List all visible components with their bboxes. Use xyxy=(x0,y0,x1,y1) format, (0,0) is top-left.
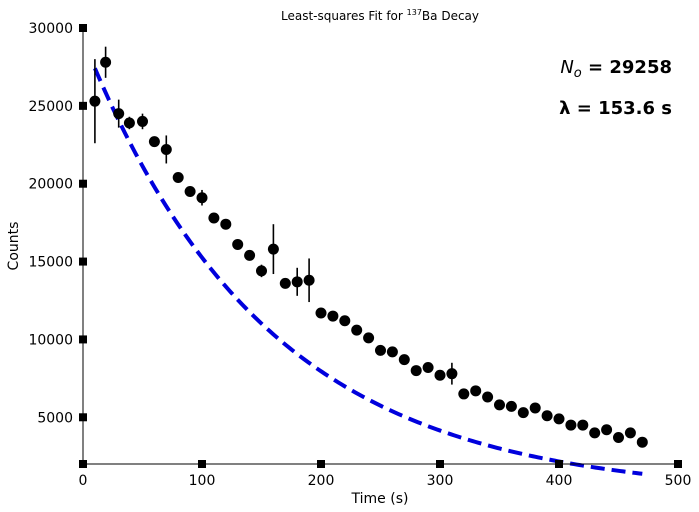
y-axis-title: Counts xyxy=(6,222,22,271)
data-point xyxy=(315,307,327,319)
data-point xyxy=(434,369,446,381)
title-superscript: 137 xyxy=(407,8,422,17)
y-tick-mark xyxy=(79,179,87,188)
data-point xyxy=(624,427,636,439)
data-point xyxy=(291,276,303,288)
data-point xyxy=(636,436,648,448)
data-point xyxy=(553,413,565,425)
y-tick-mark xyxy=(79,335,87,344)
data-point xyxy=(589,427,601,439)
x-tick-mark xyxy=(198,460,206,468)
x-axis-title: Time (s) xyxy=(351,491,409,507)
data-point xyxy=(529,402,541,414)
data-point xyxy=(148,136,160,148)
data-point xyxy=(482,391,494,403)
n0-value: = 29258 xyxy=(582,57,672,78)
data-point xyxy=(113,108,125,120)
data-point xyxy=(517,407,529,419)
data-point xyxy=(386,346,398,358)
x-tick-mark xyxy=(79,460,87,468)
data-point xyxy=(172,171,184,183)
data-point xyxy=(505,400,517,412)
y-tick-label: 25000 xyxy=(28,99,73,115)
data-point xyxy=(494,399,505,411)
data-point xyxy=(577,419,589,431)
data-point xyxy=(613,432,624,444)
x-tick-label: 300 xyxy=(427,473,454,489)
data-point xyxy=(470,385,482,397)
data-point xyxy=(351,324,363,336)
data-point xyxy=(267,243,279,255)
data-point xyxy=(123,117,135,129)
data-point xyxy=(184,186,196,197)
n0-symbol: N xyxy=(560,57,573,78)
data-points xyxy=(89,46,648,448)
data-point xyxy=(541,410,553,422)
y-tick-mark xyxy=(79,101,87,110)
lambda-annotation: λ = 153.6 s xyxy=(559,98,672,119)
x-tick-mark xyxy=(317,460,325,468)
data-point xyxy=(375,344,386,356)
data-point xyxy=(410,365,422,377)
x-tick-label: 500 xyxy=(665,473,692,489)
data-point xyxy=(279,277,291,289)
title-suffix: Ba Decay xyxy=(422,9,479,23)
data-point xyxy=(196,192,208,204)
axes: 0 100 200 300 400 500 5000 10000 15000 20000 25000… xyxy=(28,21,691,489)
data-point xyxy=(100,56,112,68)
y-tick-label: 10000 xyxy=(28,332,73,348)
data-point xyxy=(601,424,613,436)
data-point xyxy=(244,249,256,261)
data-point xyxy=(232,238,244,250)
y-tick-mark xyxy=(79,413,87,422)
x-tick-label: 200 xyxy=(308,473,335,489)
data-point xyxy=(327,310,339,322)
y-tick-mark xyxy=(79,24,87,32)
x-tick-label: 0 xyxy=(79,473,88,489)
x-tick-mark xyxy=(436,460,444,468)
y-tick-mark xyxy=(79,257,87,266)
data-point xyxy=(220,218,232,230)
fit-curve xyxy=(93,67,643,476)
data-point xyxy=(422,361,434,373)
data-point xyxy=(458,388,470,400)
y-tick-label: 5000 xyxy=(37,410,73,426)
data-point xyxy=(303,274,315,286)
n0-subscript: o xyxy=(574,66,582,81)
data-point xyxy=(256,265,267,277)
y-tick-label: 15000 xyxy=(28,255,73,271)
fit-layer xyxy=(93,67,643,476)
title-prefix: Least-squares Fit for xyxy=(281,9,407,23)
x-tick-mark xyxy=(555,460,563,468)
x-tick-mark xyxy=(674,460,682,468)
y-tick-label: 20000 xyxy=(28,177,73,193)
data-point xyxy=(160,143,172,155)
data-point xyxy=(446,368,458,380)
x-tick-label: 100 xyxy=(189,473,216,489)
x-tick-label: 400 xyxy=(546,473,573,489)
y-tick-label: 30000 xyxy=(28,21,73,37)
data-point xyxy=(363,332,375,344)
data-point xyxy=(137,115,148,127)
data-point xyxy=(565,419,577,431)
chart-title: Least-squares Fit for 137Ba Decay xyxy=(281,8,479,23)
data-point xyxy=(208,212,220,224)
data-point xyxy=(339,315,351,327)
data-point xyxy=(89,95,101,107)
data-point xyxy=(398,354,410,366)
n0-annotation: No = 29258 xyxy=(560,57,672,81)
